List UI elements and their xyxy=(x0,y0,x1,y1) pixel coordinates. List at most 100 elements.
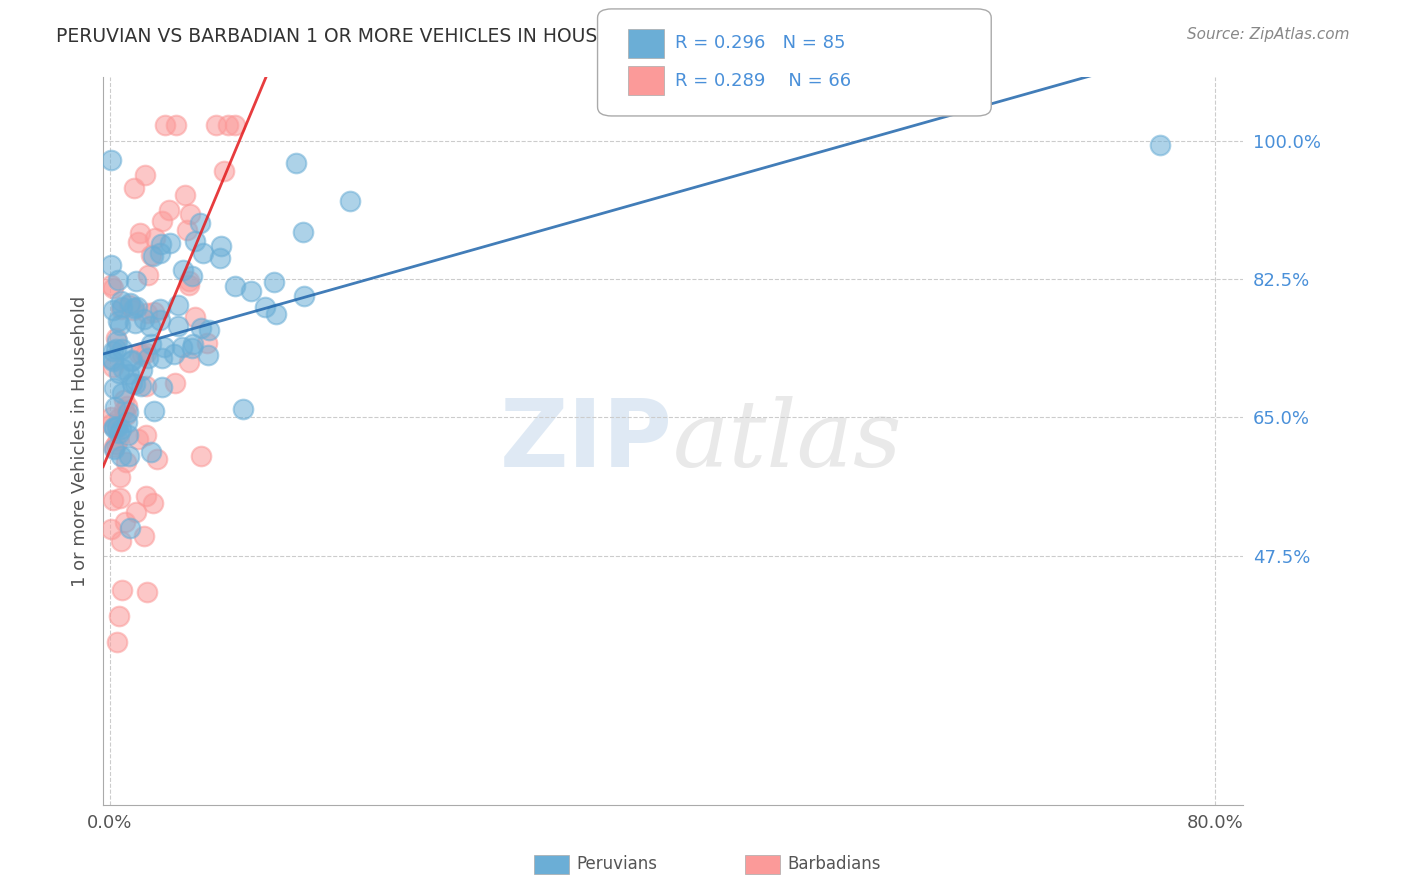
Barbadians xyxy=(103,492,125,507)
Peruvians xyxy=(224,279,246,293)
Barbadians xyxy=(105,437,128,451)
Peruvians xyxy=(188,216,211,230)
Peruvians xyxy=(100,259,122,273)
Barbadians xyxy=(165,376,187,390)
Peruvians xyxy=(110,422,132,436)
Peruvians xyxy=(107,272,129,286)
Y-axis label: 1 or more Vehicles in Household: 1 or more Vehicles in Household xyxy=(72,295,89,587)
Barbadians xyxy=(122,303,145,318)
Barbadians xyxy=(115,408,138,422)
Peruvians xyxy=(141,337,163,351)
Peruvians xyxy=(131,363,153,377)
Barbadians xyxy=(205,118,228,132)
Peruvians xyxy=(139,319,162,334)
Peruvians xyxy=(239,285,262,299)
Barbadians xyxy=(139,247,162,261)
Barbadians xyxy=(100,277,122,292)
Barbadians xyxy=(135,346,157,360)
Barbadians xyxy=(134,528,156,542)
Barbadians xyxy=(135,379,157,393)
Peruvians xyxy=(153,339,176,353)
Barbadians xyxy=(112,393,135,408)
Barbadians xyxy=(217,118,239,132)
Peruvians xyxy=(115,415,138,429)
Barbadians xyxy=(214,163,236,178)
Peruvians xyxy=(124,316,146,330)
Barbadians xyxy=(107,433,129,447)
Peruvians xyxy=(266,307,288,321)
Peruvians xyxy=(121,376,143,391)
Barbadians xyxy=(125,506,148,520)
Peruvians xyxy=(110,293,132,308)
Barbadians xyxy=(135,427,157,442)
Peruvians xyxy=(103,442,125,456)
Peruvians xyxy=(101,344,124,359)
Peruvians xyxy=(105,420,128,434)
Peruvians xyxy=(180,341,202,355)
Peruvians xyxy=(149,237,172,252)
Peruvians xyxy=(142,249,165,263)
Barbadians xyxy=(177,355,200,369)
Peruvians xyxy=(150,351,173,365)
Barbadians xyxy=(100,417,122,432)
Barbadians xyxy=(174,187,197,202)
Barbadians xyxy=(136,584,159,599)
Peruvians xyxy=(108,426,131,441)
Barbadians xyxy=(115,455,138,469)
Peruvians xyxy=(118,368,141,382)
Barbadians xyxy=(224,118,246,132)
Peruvians xyxy=(181,336,204,351)
Barbadians xyxy=(112,402,135,417)
Peruvians xyxy=(108,366,131,380)
Peruvians xyxy=(120,354,142,368)
Peruvians xyxy=(127,300,149,314)
Peruvians xyxy=(132,312,155,326)
Barbadians xyxy=(146,452,169,467)
Barbadians xyxy=(114,516,136,530)
Barbadians xyxy=(128,347,150,361)
Barbadians xyxy=(108,491,131,506)
Peruvians xyxy=(103,381,125,395)
Peruvians xyxy=(150,380,173,394)
Peruvians xyxy=(232,401,254,416)
Peruvians xyxy=(339,194,361,208)
Peruvians xyxy=(149,301,172,316)
Barbadians xyxy=(105,634,128,648)
Peruvians xyxy=(1149,137,1171,152)
Peruvians xyxy=(172,340,194,354)
Barbadians xyxy=(150,213,173,227)
Peruvians xyxy=(103,420,125,434)
Barbadians xyxy=(103,440,125,454)
Peruvians xyxy=(111,301,134,315)
Text: R = 0.289    N = 66: R = 0.289 N = 66 xyxy=(675,72,851,90)
Peruvians xyxy=(197,323,219,337)
Barbadians xyxy=(143,304,166,318)
Peruvians xyxy=(125,275,148,289)
Text: Barbadians: Barbadians xyxy=(787,855,882,873)
Barbadians xyxy=(103,359,125,374)
Peruvians xyxy=(111,343,134,357)
Peruvians xyxy=(139,444,162,458)
Barbadians xyxy=(127,432,149,446)
Peruvians xyxy=(180,268,202,283)
Peruvians xyxy=(105,334,128,348)
Peruvians xyxy=(184,234,207,248)
Barbadians xyxy=(190,450,212,464)
Peruvians xyxy=(101,352,124,367)
Peruvians xyxy=(292,225,315,239)
Peruvians xyxy=(110,318,132,332)
Peruvians xyxy=(208,251,231,265)
Barbadians xyxy=(100,523,122,537)
Barbadians xyxy=(197,336,219,351)
Peruvians xyxy=(190,321,212,335)
Barbadians xyxy=(135,490,157,504)
Barbadians xyxy=(108,411,131,425)
Barbadians xyxy=(177,273,200,287)
Text: Source: ZipAtlas.com: Source: ZipAtlas.com xyxy=(1187,27,1350,42)
Peruvians xyxy=(167,298,190,312)
Peruvians xyxy=(263,275,285,289)
Barbadians xyxy=(118,298,141,312)
Peruvians xyxy=(292,289,315,303)
Barbadians xyxy=(108,470,131,484)
Peruvians xyxy=(136,351,159,366)
